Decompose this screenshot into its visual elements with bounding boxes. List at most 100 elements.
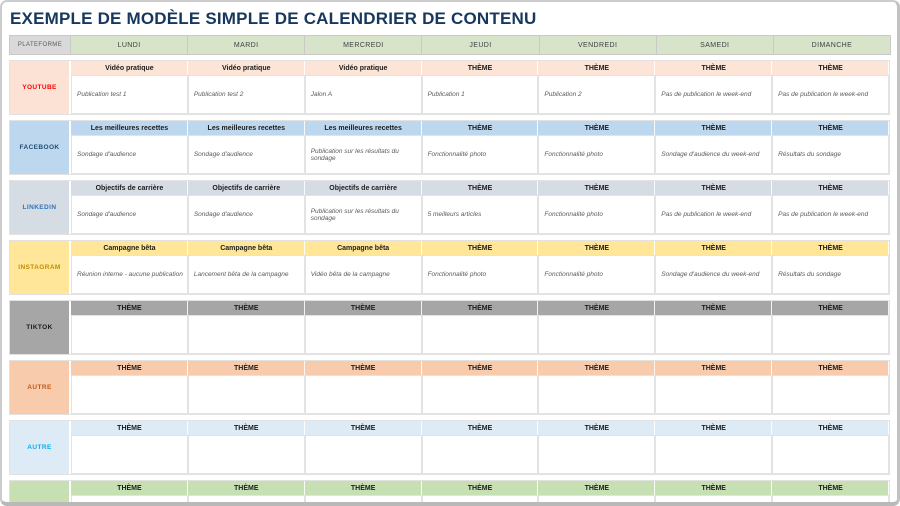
theme-cell[interactable]: THÈME: [772, 421, 889, 435]
entry-cell[interactable]: [538, 495, 656, 502]
theme-cell[interactable]: THÈME: [655, 241, 773, 255]
entry-cell[interactable]: Sondage d'audience: [71, 195, 188, 234]
theme-cell[interactable]: Vidéo pratique: [71, 61, 188, 75]
theme-cell[interactable]: Campagne bêta: [304, 241, 422, 255]
entry-cell[interactable]: [772, 315, 889, 354]
entry-cell[interactable]: Sondage d'audience: [187, 195, 305, 234]
entry-cell[interactable]: Vidéo bêta de la campagne: [304, 255, 422, 294]
entry-cell[interactable]: [421, 435, 539, 474]
theme-cell[interactable]: THÈME: [187, 421, 305, 435]
entry-cell[interactable]: [421, 315, 539, 354]
entry-cell[interactable]: [538, 375, 656, 414]
theme-cell[interactable]: THÈME: [538, 481, 656, 495]
theme-cell[interactable]: THÈME: [655, 361, 773, 375]
entry-cell[interactable]: Fonctionnalité photo: [538, 255, 656, 294]
entry-cell[interactable]: Publication sur les résultats du sondage: [304, 135, 422, 174]
entry-cell[interactable]: [421, 495, 539, 502]
theme-cell[interactable]: THÈME: [71, 301, 188, 315]
entry-cell[interactable]: [71, 435, 188, 474]
theme-cell[interactable]: Les meilleures recettes: [187, 121, 305, 135]
theme-cell[interactable]: Objectifs de carrière: [71, 181, 188, 195]
theme-cell[interactable]: Objectifs de carrière: [304, 181, 422, 195]
theme-cell[interactable]: THÈME: [71, 361, 188, 375]
entry-cell[interactable]: [772, 375, 889, 414]
theme-cell[interactable]: THÈME: [772, 481, 889, 495]
theme-cell[interactable]: THÈME: [772, 361, 889, 375]
entry-cell[interactable]: Lancement bêta de la campagne: [187, 255, 305, 294]
theme-cell[interactable]: THÈME: [187, 361, 305, 375]
theme-cell[interactable]: THÈME: [421, 301, 539, 315]
theme-cell[interactable]: THÈME: [71, 421, 188, 435]
entry-cell[interactable]: Pas de publication le week-end: [655, 195, 773, 234]
theme-cell[interactable]: THÈME: [538, 181, 656, 195]
entry-cell[interactable]: [538, 435, 656, 474]
theme-cell[interactable]: THÈME: [655, 61, 773, 75]
entry-cell[interactable]: [655, 495, 773, 502]
theme-cell[interactable]: THÈME: [421, 241, 539, 255]
theme-cell[interactable]: THÈME: [421, 181, 539, 195]
theme-cell[interactable]: THÈME: [772, 121, 889, 135]
theme-cell[interactable]: THÈME: [538, 301, 656, 315]
theme-cell[interactable]: THÈME: [538, 421, 656, 435]
entry-cell[interactable]: [187, 495, 305, 502]
theme-cell[interactable]: THÈME: [538, 121, 656, 135]
platform-cell[interactable]: AUTRE: [10, 481, 69, 502]
theme-cell[interactable]: Vidéo pratique: [187, 61, 305, 75]
entry-cell[interactable]: [655, 435, 773, 474]
theme-cell[interactable]: THÈME: [304, 421, 422, 435]
theme-cell[interactable]: THÈME: [421, 61, 539, 75]
theme-cell[interactable]: THÈME: [304, 361, 422, 375]
entry-cell[interactable]: [71, 495, 188, 502]
entry-cell[interactable]: [71, 315, 188, 354]
entry-cell[interactable]: [71, 375, 188, 414]
entry-cell[interactable]: Sondage d'audience: [187, 135, 305, 174]
entry-cell[interactable]: [772, 495, 889, 502]
theme-cell[interactable]: THÈME: [655, 121, 773, 135]
entry-cell[interactable]: Fonctionnalité photo: [538, 135, 656, 174]
platform-cell[interactable]: INSTAGRAM: [10, 241, 69, 294]
entry-cell[interactable]: Fonctionnalité photo: [538, 195, 656, 234]
entry-cell[interactable]: Sondage d'audience: [71, 135, 188, 174]
entry-cell[interactable]: Pas de publication le week-end: [655, 75, 773, 114]
entry-cell[interactable]: Publication sur les résultats du sondage: [304, 195, 422, 234]
platform-cell[interactable]: YOUTUBE: [10, 61, 69, 114]
entry-cell[interactable]: Publication test 1: [71, 75, 188, 114]
theme-cell[interactable]: THÈME: [421, 421, 539, 435]
entry-cell[interactable]: [304, 315, 422, 354]
entry-cell[interactable]: Publication 1: [421, 75, 539, 114]
entry-cell[interactable]: Fonctionnalité photo: [421, 135, 539, 174]
entry-cell[interactable]: [655, 375, 773, 414]
theme-cell[interactable]: THÈME: [772, 181, 889, 195]
theme-cell[interactable]: THÈME: [655, 301, 773, 315]
theme-cell[interactable]: Vidéo pratique: [304, 61, 422, 75]
entry-cell[interactable]: Résultats du sondage: [772, 255, 889, 294]
theme-cell[interactable]: THÈME: [772, 301, 889, 315]
theme-cell[interactable]: Les meilleures recettes: [304, 121, 422, 135]
theme-cell[interactable]: THÈME: [187, 481, 305, 495]
platform-cell[interactable]: LINKEDIN: [10, 181, 69, 234]
theme-cell[interactable]: THÈME: [538, 361, 656, 375]
entry-cell[interactable]: Pas de publication le week-end: [772, 75, 889, 114]
entry-cell[interactable]: [304, 495, 422, 502]
theme-cell[interactable]: THÈME: [772, 61, 889, 75]
entry-cell[interactable]: 5 meilleurs articles: [421, 195, 539, 234]
entry-cell[interactable]: [304, 375, 422, 414]
entry-cell[interactable]: [538, 315, 656, 354]
theme-cell[interactable]: THÈME: [655, 421, 773, 435]
theme-cell[interactable]: THÈME: [772, 241, 889, 255]
theme-cell[interactable]: THÈME: [71, 481, 188, 495]
theme-cell[interactable]: THÈME: [655, 181, 773, 195]
entry-cell[interactable]: [421, 375, 539, 414]
theme-cell[interactable]: THÈME: [538, 241, 656, 255]
entry-cell[interactable]: Jalon A: [304, 75, 422, 114]
theme-cell[interactable]: THÈME: [304, 301, 422, 315]
theme-cell[interactable]: THÈME: [187, 301, 305, 315]
entry-cell[interactable]: Publication test 2: [187, 75, 305, 114]
entry-cell[interactable]: [187, 435, 305, 474]
entry-cell[interactable]: Résultats du sondage: [772, 135, 889, 174]
entry-cell[interactable]: [655, 315, 773, 354]
theme-cell[interactable]: THÈME: [421, 361, 539, 375]
entry-cell[interactable]: [187, 375, 305, 414]
entry-cell[interactable]: [304, 435, 422, 474]
theme-cell[interactable]: Les meilleures recettes: [71, 121, 188, 135]
